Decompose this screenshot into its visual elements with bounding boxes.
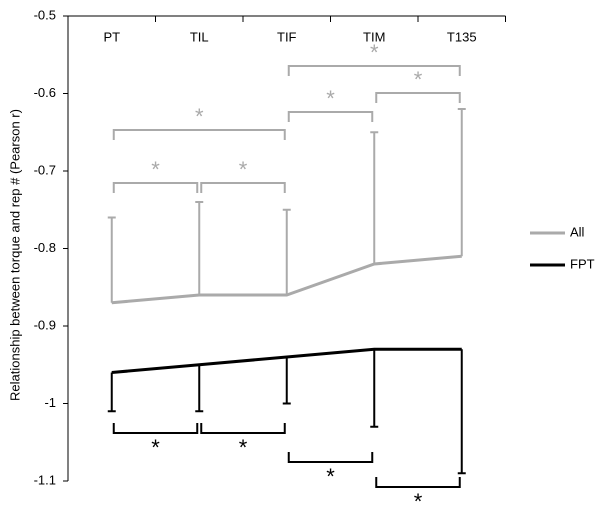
significance-bracket bbox=[200, 182, 286, 193]
significance-label: * bbox=[326, 464, 335, 489]
x-tick-label: PT bbox=[103, 29, 120, 44]
significance-label: * bbox=[326, 86, 335, 111]
significance-bracket bbox=[287, 111, 374, 122]
significance-label: * bbox=[151, 435, 160, 460]
significance-bracket bbox=[112, 129, 286, 140]
x-tick-label: TIM bbox=[363, 29, 385, 44]
significance-bracket bbox=[375, 477, 461, 488]
y-tick-label: -1.1 bbox=[34, 472, 56, 487]
legend-label: FPT bbox=[570, 256, 595, 271]
significance-bracket bbox=[287, 452, 374, 463]
series-line bbox=[111, 347, 462, 374]
significance-label: * bbox=[239, 435, 248, 460]
significance-bracket bbox=[375, 92, 461, 103]
significance-label: * bbox=[414, 67, 423, 92]
y-axis-label: Relationship between torque and rep # (P… bbox=[7, 109, 22, 401]
y-tick-label: -0.9 bbox=[34, 317, 56, 332]
significance-label: * bbox=[370, 40, 379, 65]
legend-label: All bbox=[570, 224, 585, 239]
significance-label: * bbox=[195, 104, 204, 129]
x-tick-label: T135 bbox=[447, 29, 477, 44]
significance-bracket bbox=[112, 423, 199, 434]
y-tick-label: -0.6 bbox=[34, 85, 56, 100]
y-tick-label: -0.8 bbox=[34, 240, 56, 255]
series-line bbox=[111, 254, 462, 305]
x-tick-label: TIF bbox=[277, 29, 297, 44]
y-tick-label: -1 bbox=[44, 395, 56, 410]
significance-label: * bbox=[239, 157, 248, 182]
significance-label: * bbox=[414, 489, 423, 514]
significance-label: * bbox=[151, 157, 160, 182]
significance-bracket bbox=[112, 182, 199, 193]
y-tick-label: -0.5 bbox=[34, 7, 56, 22]
y-tick-label: -0.7 bbox=[34, 162, 56, 177]
significance-bracket bbox=[287, 65, 461, 76]
significance-bracket bbox=[200, 423, 286, 434]
x-tick-label: TIL bbox=[190, 29, 209, 44]
